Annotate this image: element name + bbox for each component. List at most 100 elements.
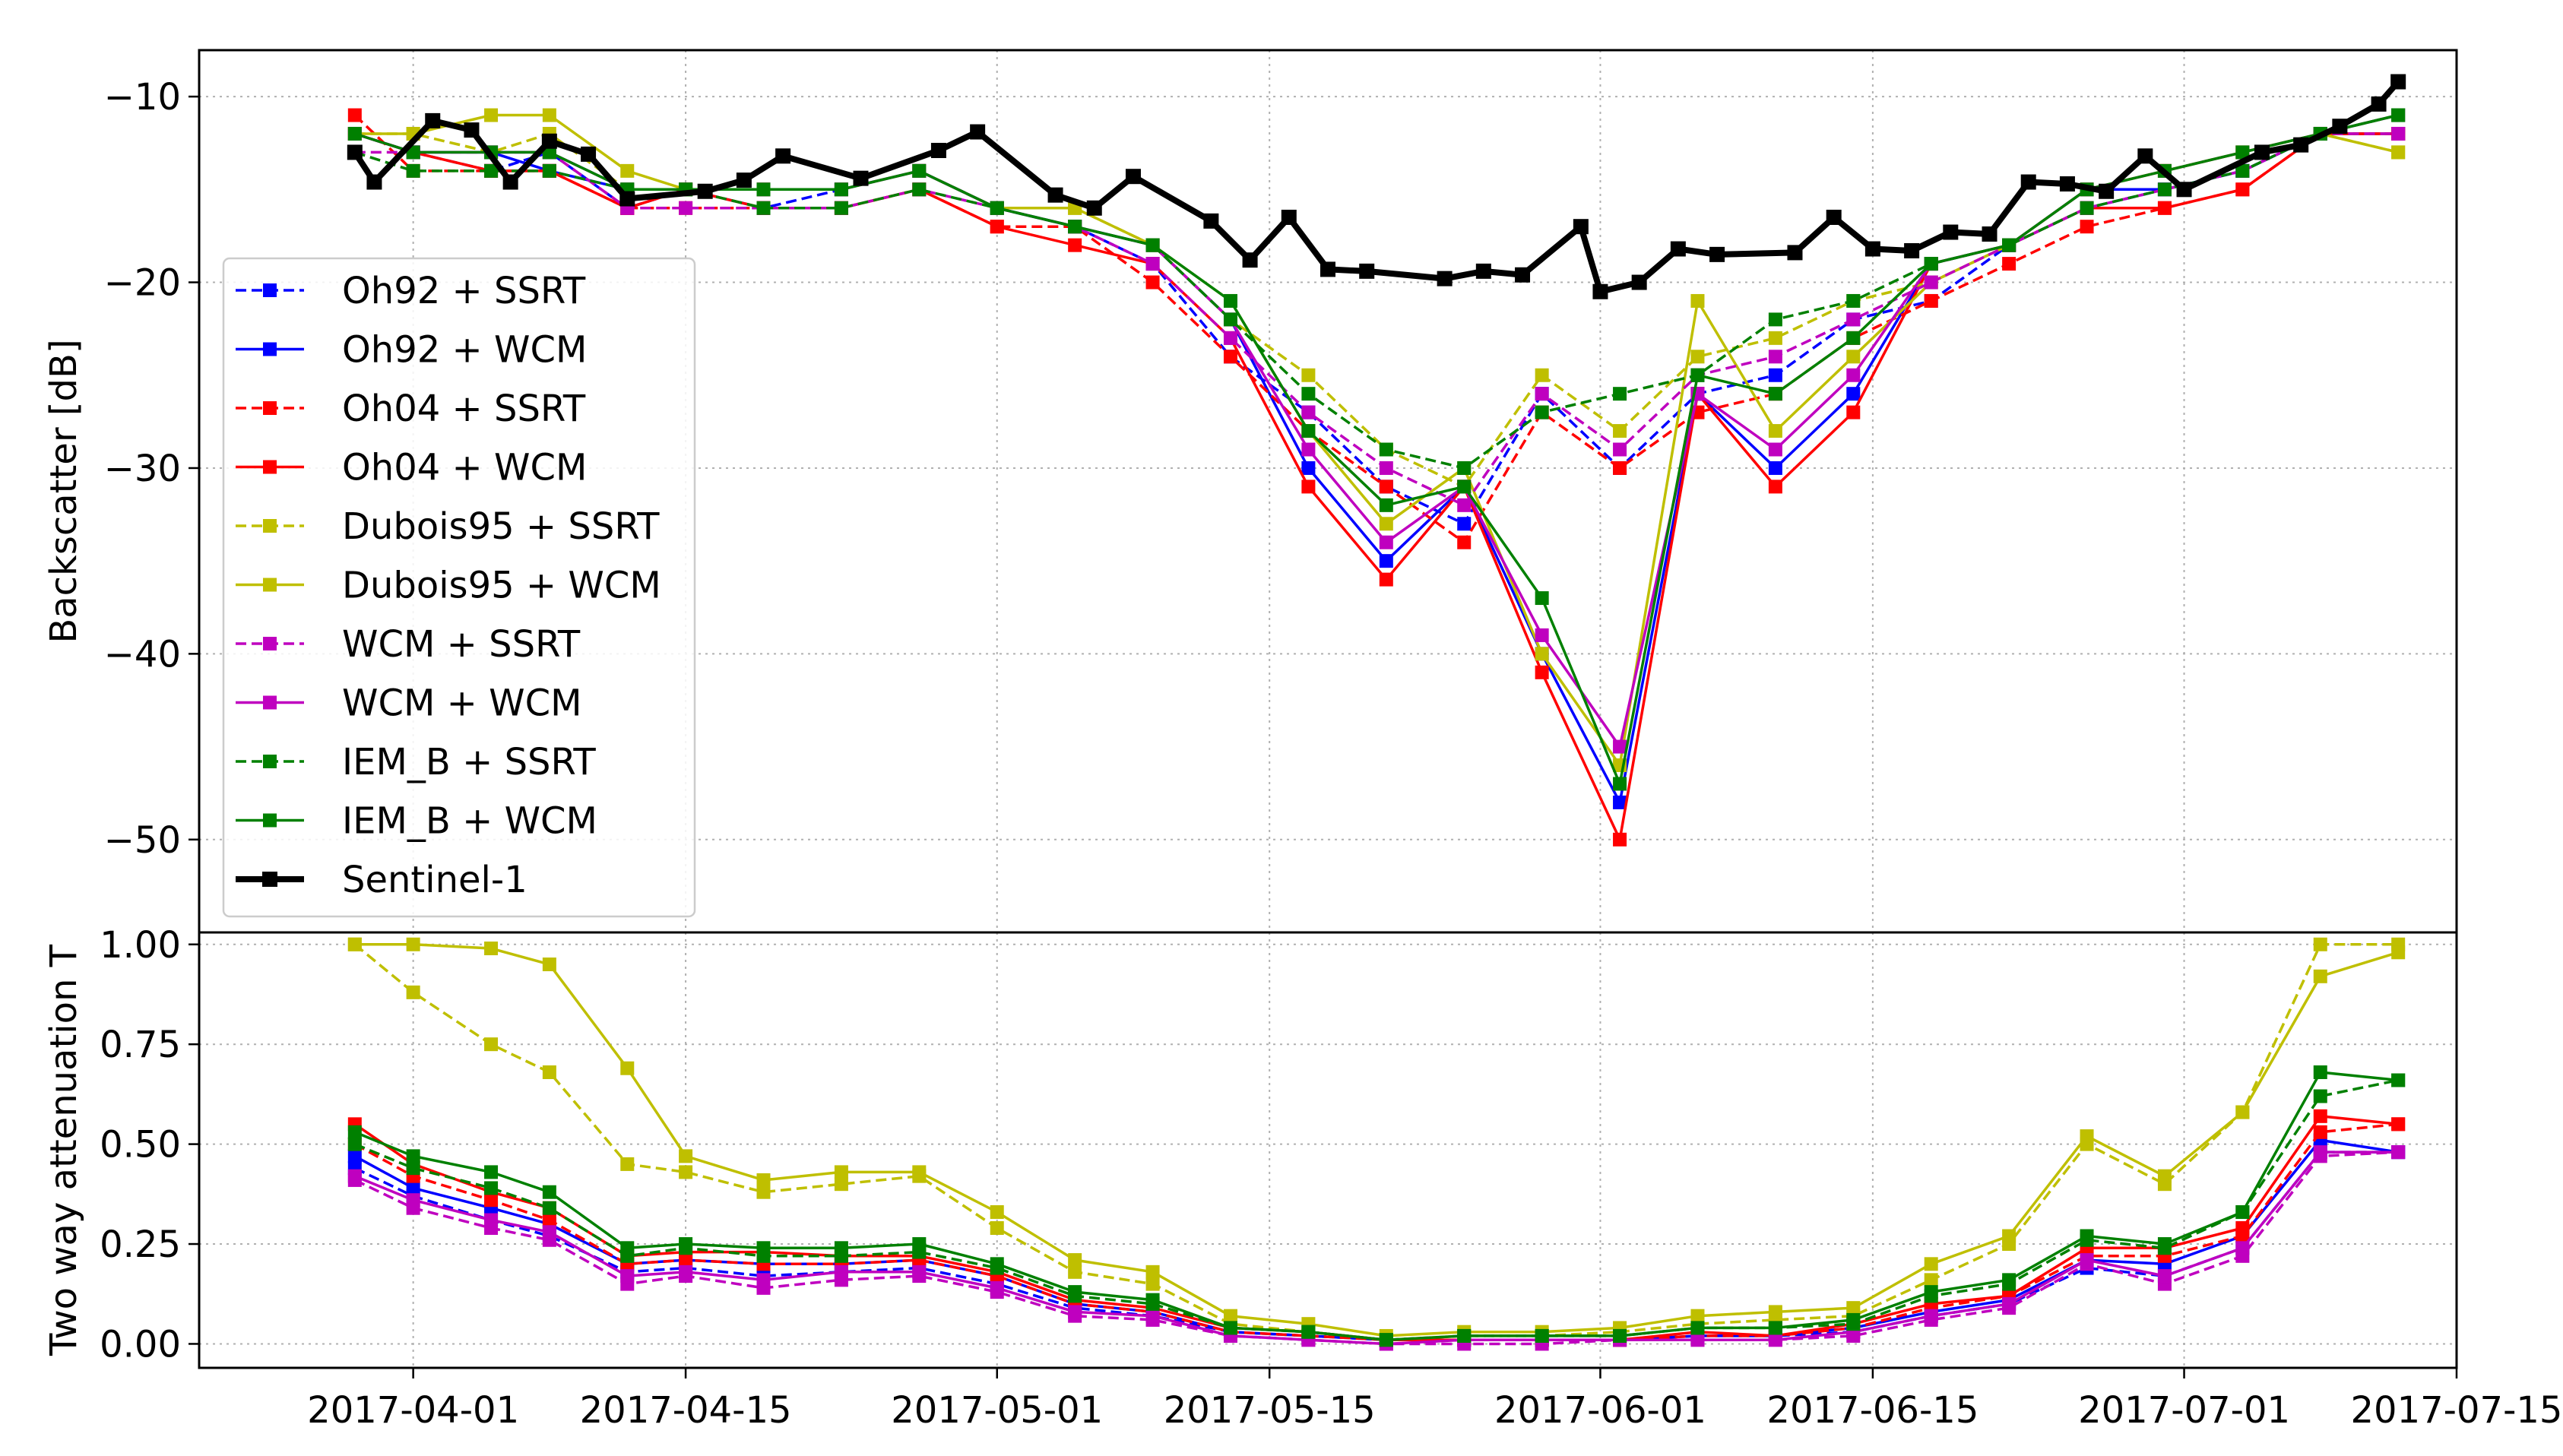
data-point	[1924, 1273, 1938, 1287]
data-point	[1924, 275, 1938, 290]
legend-item: Oh92 + SSRT	[236, 270, 586, 312]
data-point	[756, 201, 771, 215]
data-point	[1613, 387, 1627, 401]
data-point	[2002, 1273, 2017, 1287]
data-point	[1242, 252, 1258, 268]
legend-swatch-marker	[263, 401, 277, 415]
data-point	[1768, 387, 1782, 401]
legend-swatch-marker	[263, 578, 277, 592]
data-point	[425, 112, 441, 128]
data-point	[1223, 293, 1237, 308]
data-point	[756, 182, 771, 197]
y-tick-label: −30	[104, 448, 181, 490]
legend-item: Oh04 + SSRT	[236, 388, 586, 430]
data-point	[1768, 480, 1782, 494]
data-point	[2371, 96, 2387, 112]
legend-label: Dubois95 + WCM	[342, 565, 661, 607]
data-point	[619, 191, 635, 207]
data-point	[1301, 1325, 1316, 1339]
data-point	[912, 1237, 927, 1252]
data-point	[1613, 1328, 1627, 1343]
data-point	[542, 1225, 556, 1239]
data-point	[1535, 405, 1549, 419]
data-point	[912, 182, 927, 197]
data-point	[1768, 461, 1782, 475]
data-point	[1690, 1309, 1705, 1323]
data-point	[406, 1149, 420, 1163]
legend-swatch-marker	[263, 283, 277, 297]
legend-label: IEM_B + WCM	[342, 800, 597, 843]
data-point	[347, 1137, 362, 1151]
y-tick-label: 0.50	[100, 1124, 181, 1166]
series-line	[354, 1071, 2399, 1341]
data-point	[1068, 1265, 1082, 1279]
x-tick-label: 2017-04-15	[580, 1389, 792, 1432]
series-line	[352, 79, 2401, 295]
data-point	[1613, 442, 1627, 457]
data-point	[620, 163, 635, 178]
data-point	[2137, 148, 2153, 164]
data-point	[2235, 1204, 2250, 1219]
data-point	[1768, 1333, 1782, 1347]
legend-frame	[222, 257, 696, 918]
data-point	[2235, 1105, 2250, 1119]
data-point	[2391, 1117, 2406, 1132]
data-point	[756, 1273, 771, 1287]
data-point	[1145, 275, 1160, 290]
data-point	[542, 957, 556, 972]
data-point	[1515, 267, 1531, 283]
data-point	[1125, 169, 1141, 185]
data-point	[1301, 387, 1316, 401]
data-point	[406, 1181, 420, 1195]
data-point	[736, 173, 752, 188]
data-point	[484, 1181, 499, 1195]
data-point	[1301, 442, 1316, 457]
data-point	[542, 1065, 556, 1079]
x-tick-label: 2017-06-01	[1494, 1389, 1706, 1432]
data-point	[484, 108, 499, 122]
data-point	[1145, 1265, 1160, 1279]
data-point	[990, 1204, 1004, 1219]
data-point	[484, 1037, 499, 1052]
data-point	[541, 133, 557, 149]
data-point	[1535, 368, 1549, 382]
legend-swatch-marker	[263, 755, 277, 768]
data-point	[542, 1201, 556, 1215]
data-point	[1670, 241, 1686, 257]
data-point	[1379, 1333, 1393, 1347]
data-point	[464, 122, 480, 138]
legend-label: Oh04 + WCM	[342, 447, 587, 489]
data-point	[679, 1237, 693, 1252]
data-point	[1864, 241, 1880, 257]
data-point	[347, 126, 362, 141]
data-point	[542, 163, 556, 178]
data-point	[1379, 442, 1393, 457]
data-point	[1535, 387, 1549, 401]
data-point	[2157, 182, 2172, 197]
series-line	[354, 943, 2399, 1337]
x-tick-label: 2017-07-15	[2351, 1389, 2563, 1432]
data-point	[2293, 137, 2309, 153]
data-point	[1768, 312, 1782, 327]
legend-item: WCM + SSRT	[236, 623, 581, 666]
legend-label: Dubois95 + SSRT	[342, 505, 660, 548]
legend-label: IEM_B + SSRT	[342, 741, 596, 783]
data-point	[1924, 257, 1938, 271]
data-point	[1047, 187, 1063, 203]
data-point	[406, 1193, 420, 1208]
data-point	[2080, 220, 2094, 234]
data-point	[1223, 312, 1237, 327]
data-point	[620, 1061, 635, 1075]
legend-label: WCM + WCM	[342, 682, 582, 725]
data-point	[620, 1269, 635, 1283]
data-point	[1924, 1257, 1938, 1271]
data-point	[2157, 201, 2172, 215]
data-point	[1068, 1285, 1082, 1299]
data-point	[1145, 1293, 1160, 1307]
data-point	[1846, 405, 1861, 419]
y-tick-label: −20	[104, 262, 181, 305]
data-point	[1631, 274, 1647, 290]
data-point	[484, 1165, 499, 1179]
data-point	[1768, 350, 1782, 364]
data-point	[756, 1185, 771, 1199]
